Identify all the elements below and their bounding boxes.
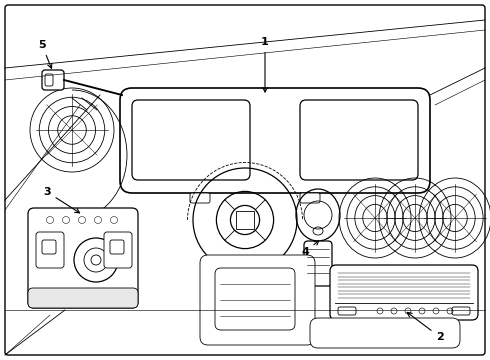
Text: 4: 4 — [301, 240, 319, 257]
FancyBboxPatch shape — [200, 255, 315, 345]
FancyBboxPatch shape — [120, 88, 430, 193]
FancyBboxPatch shape — [452, 307, 470, 315]
Bar — [236, 211, 254, 229]
FancyBboxPatch shape — [330, 265, 478, 320]
FancyBboxPatch shape — [110, 240, 124, 254]
FancyBboxPatch shape — [28, 288, 138, 308]
Text: 5: 5 — [38, 40, 52, 68]
FancyBboxPatch shape — [190, 193, 210, 203]
FancyBboxPatch shape — [304, 241, 332, 286]
FancyBboxPatch shape — [338, 307, 356, 315]
FancyBboxPatch shape — [42, 70, 64, 90]
FancyBboxPatch shape — [310, 318, 460, 348]
FancyBboxPatch shape — [132, 100, 250, 180]
FancyBboxPatch shape — [215, 268, 295, 330]
FancyBboxPatch shape — [300, 193, 320, 203]
Text: 2: 2 — [407, 312, 444, 342]
FancyBboxPatch shape — [300, 100, 418, 180]
FancyBboxPatch shape — [104, 232, 132, 268]
FancyBboxPatch shape — [5, 5, 485, 355]
FancyBboxPatch shape — [28, 208, 138, 308]
Text: 3: 3 — [43, 187, 79, 213]
FancyBboxPatch shape — [42, 240, 56, 254]
FancyBboxPatch shape — [36, 232, 64, 268]
Text: 1: 1 — [261, 37, 269, 92]
FancyBboxPatch shape — [45, 74, 53, 86]
